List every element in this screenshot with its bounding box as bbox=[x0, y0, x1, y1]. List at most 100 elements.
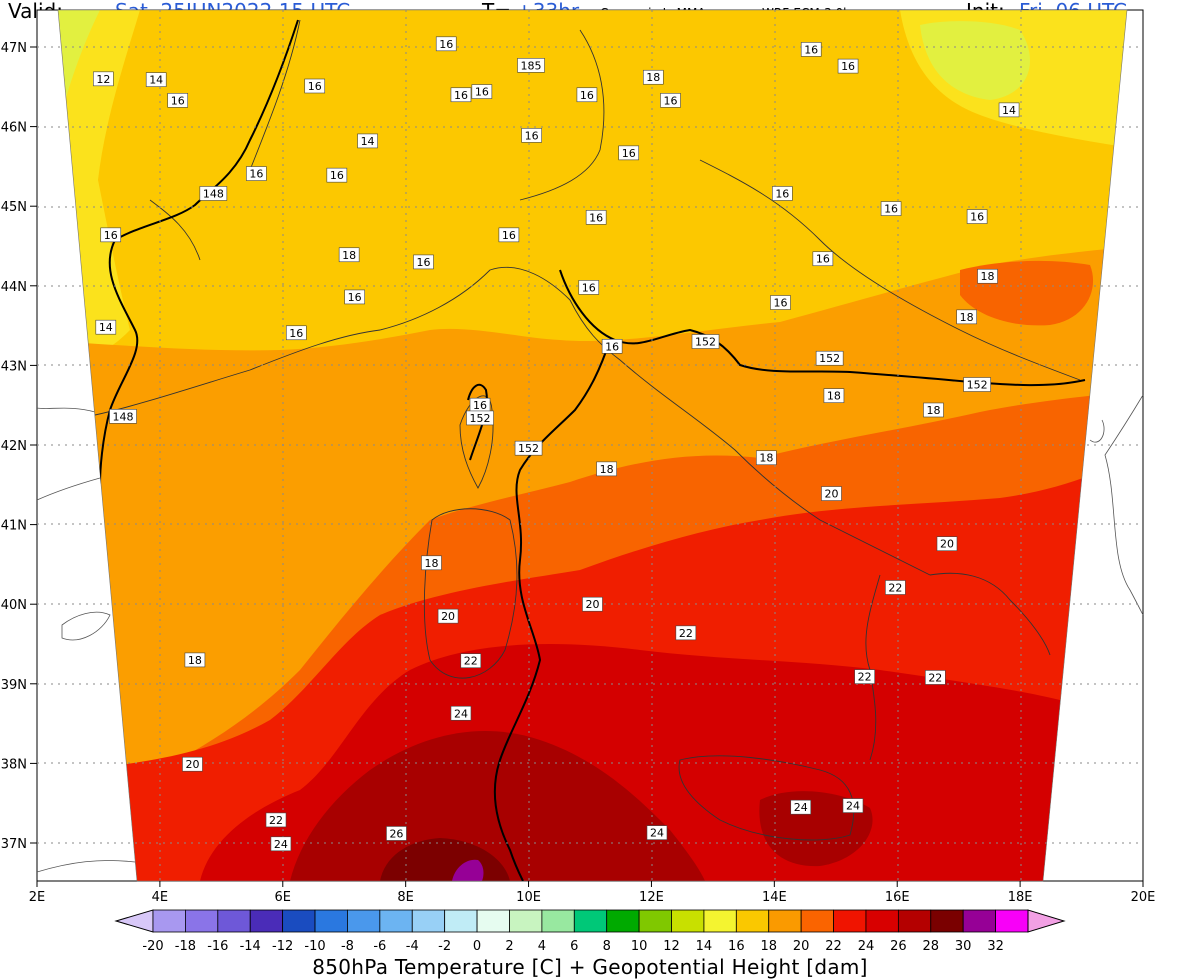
colorbar-tick-label: -16 bbox=[207, 939, 228, 954]
region-12-west bbox=[58, 10, 100, 130]
svg-text:152: 152 bbox=[967, 379, 988, 392]
contour-label: 16 bbox=[618, 145, 640, 161]
colorbar-tick-label: -18 bbox=[175, 939, 196, 954]
colorbar-swatch bbox=[217, 909, 251, 933]
contour-label: 18 bbox=[977, 268, 998, 284]
contour-label: 14 bbox=[95, 319, 117, 335]
svg-text:16: 16 bbox=[249, 168, 263, 181]
colorbar-swatch bbox=[314, 909, 348, 933]
contour-label: 20 bbox=[437, 608, 459, 624]
outer-coastlines bbox=[36, 394, 1144, 873]
colorbar: -20 -18 -16 -14 -12 -10 -8 -6 -4 -2 0 2 4 6 8 10 12 14 16 1… bbox=[114, 909, 1066, 954]
lon-tick-label: 18E bbox=[1008, 890, 1033, 905]
contour-label: 16 bbox=[246, 166, 267, 181]
contour-label: 16 bbox=[660, 93, 681, 108]
colorbar-title: 850hPa Temperature [C] + Geopotential He… bbox=[312, 955, 868, 979]
lon-tick-label: 14E bbox=[762, 890, 787, 905]
colorbar-tick-label: 32 bbox=[987, 939, 1004, 954]
colorbar-swatch bbox=[638, 909, 672, 933]
lat-tick-label: 38N bbox=[1, 757, 27, 772]
lon-tick-label: 6E bbox=[275, 890, 292, 905]
svg-text:20: 20 bbox=[585, 598, 599, 611]
svg-text:16: 16 bbox=[171, 94, 185, 107]
colorbar-tick-label: 12 bbox=[663, 939, 680, 954]
svg-text:16: 16 bbox=[308, 80, 322, 93]
svg-text:18: 18 bbox=[981, 270, 995, 283]
svg-text:14: 14 bbox=[149, 74, 163, 87]
lat-tick-label: 43N bbox=[1, 359, 27, 374]
colorbar-tick-label: 22 bbox=[825, 939, 842, 954]
svg-text:18: 18 bbox=[960, 311, 974, 324]
contour-label: 16 bbox=[435, 36, 457, 52]
contour-label: 20 bbox=[182, 756, 203, 772]
svg-text:16: 16 bbox=[804, 43, 818, 56]
svg-text:16: 16 bbox=[884, 203, 898, 216]
svg-text:16: 16 bbox=[348, 291, 362, 304]
contour-label: 16 bbox=[772, 186, 793, 201]
coastlines bbox=[94, 19, 1081, 841]
contour-label: 16 bbox=[880, 201, 902, 216]
contour-label: 22 bbox=[265, 812, 287, 828]
contour-label: 22 bbox=[675, 625, 697, 641]
contour-label: 16 bbox=[498, 227, 520, 243]
colorbar-swatch bbox=[476, 909, 510, 933]
contour-label: 16 bbox=[469, 397, 491, 413]
svg-text:16: 16 bbox=[502, 229, 516, 242]
lon-tick-label: 4E bbox=[152, 890, 169, 905]
colorbar-swatch bbox=[379, 909, 413, 933]
colorbar-swatch bbox=[152, 909, 186, 933]
svg-text:16: 16 bbox=[663, 94, 677, 107]
contour-label: 16 bbox=[304, 78, 326, 94]
contour-label: 185 bbox=[517, 58, 545, 73]
contour-label: 16 bbox=[601, 338, 623, 354]
contour-label: 24 bbox=[270, 836, 292, 852]
colorbar-swatch bbox=[282, 909, 316, 933]
lat-tick-label: 39N bbox=[1, 678, 27, 693]
colorbar-tick-label: -14 bbox=[240, 939, 261, 954]
svg-text:16: 16 bbox=[773, 297, 787, 310]
colorbar-tick-label: 18 bbox=[760, 939, 777, 954]
colorbar-tick-label: 10 bbox=[631, 939, 648, 954]
contour-label: 16 bbox=[471, 84, 493, 99]
svg-text:152: 152 bbox=[470, 412, 491, 425]
svg-text:24: 24 bbox=[454, 707, 468, 720]
lat-tick-label: 46N bbox=[1, 121, 27, 136]
svg-text:16: 16 bbox=[589, 211, 603, 224]
contour-label: 20 bbox=[821, 486, 842, 501]
colorbar-tick-label: -12 bbox=[272, 939, 293, 954]
contour-label: 152 bbox=[963, 377, 991, 392]
lat-tick-label: 41N bbox=[1, 519, 27, 534]
svg-text:16: 16 bbox=[775, 187, 789, 200]
colorbar-tick-label: -2 bbox=[438, 939, 451, 954]
contour-label: 22 bbox=[885, 580, 906, 595]
region-26-main bbox=[290, 731, 705, 881]
svg-text:185: 185 bbox=[521, 59, 542, 72]
contour-label: 16 bbox=[450, 87, 472, 103]
contour-label: 16 bbox=[285, 325, 307, 341]
contour-label: 14 bbox=[145, 72, 167, 87]
contour-label: 14 bbox=[357, 133, 378, 149]
colorbar-swatch bbox=[897, 909, 932, 933]
colorbar-swatch bbox=[671, 909, 705, 933]
contour-label: 152 bbox=[815, 350, 844, 366]
colorbar-swatch bbox=[768, 909, 802, 933]
contour-label: 20 bbox=[582, 596, 603, 612]
colorbar-tick-label: 26 bbox=[890, 939, 907, 954]
svg-text:152: 152 bbox=[518, 442, 539, 455]
latitude-axis: 47N 46N 45N 44N 43N 42N 41N 40N 39N 38N 37N bbox=[1, 41, 37, 852]
svg-text:20: 20 bbox=[824, 488, 838, 501]
svg-text:18: 18 bbox=[342, 249, 356, 262]
colorbar-tick-label: -6 bbox=[373, 939, 386, 954]
contour-label: 18 bbox=[756, 450, 777, 466]
contour-label: 18 bbox=[642, 69, 664, 85]
colorbar-swatch bbox=[347, 909, 381, 933]
colorbar-swatch bbox=[962, 909, 996, 933]
contour-label: 16 bbox=[837, 58, 859, 74]
contour-label: 16 bbox=[812, 251, 834, 267]
contour-label: 16 bbox=[770, 295, 791, 310]
colorbar-tick-label: 4 bbox=[538, 939, 546, 954]
svg-text:14: 14 bbox=[1002, 104, 1016, 117]
contour-label: 18 bbox=[823, 388, 845, 403]
colorbar-under-arrow bbox=[114, 909, 154, 933]
lat-tick-label: 45N bbox=[1, 200, 27, 215]
